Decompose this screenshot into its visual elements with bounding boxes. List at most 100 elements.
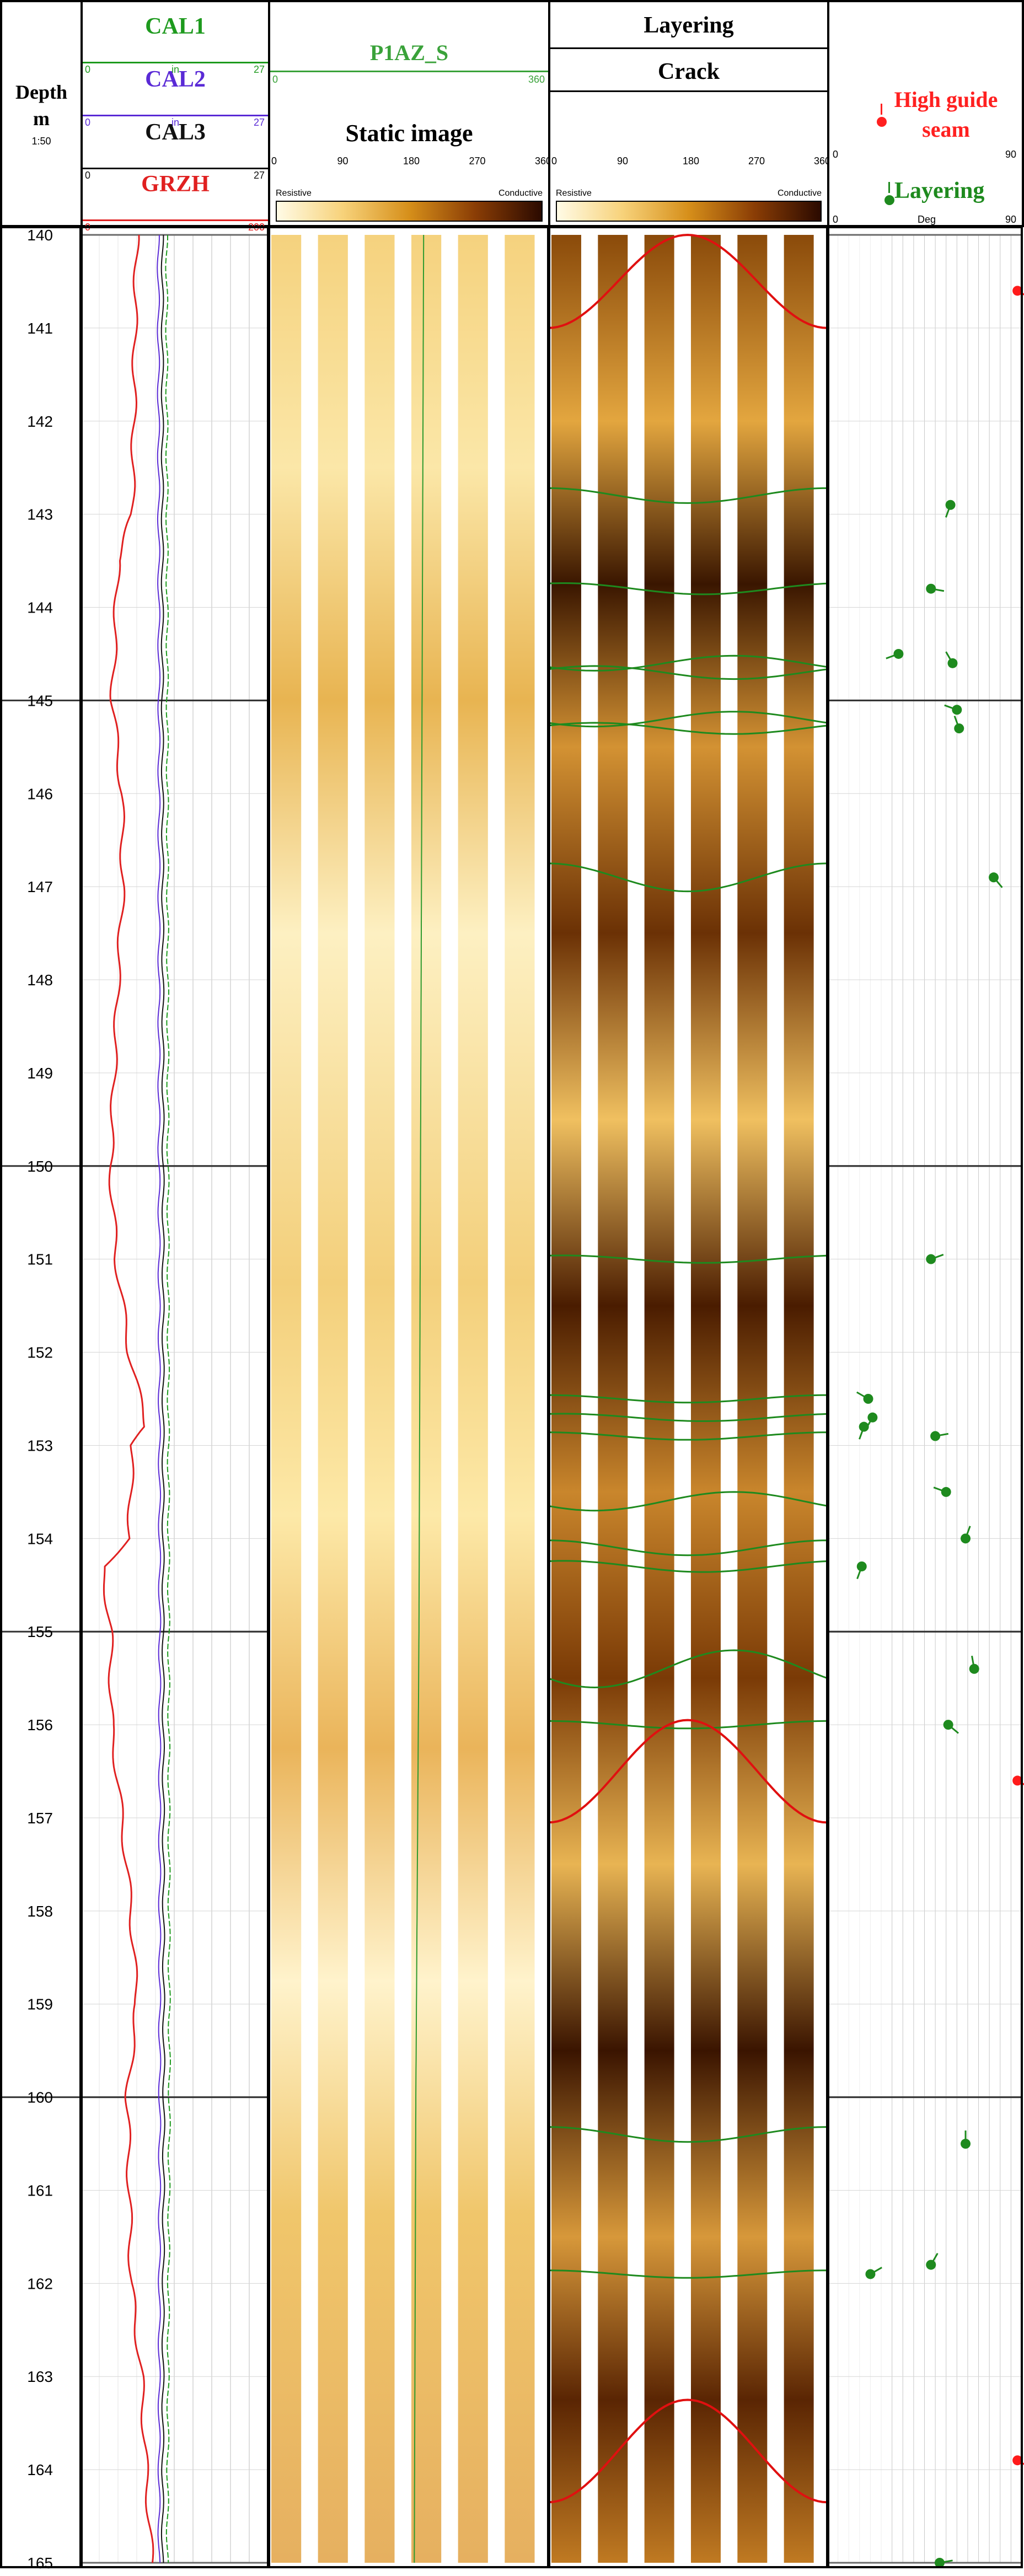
curve-header-cal2: CAL2: [145, 67, 206, 92]
curve-header-unit: in: [171, 64, 179, 75]
scale-label: 0: [271, 155, 277, 167]
seam-title: High guide seam: [894, 87, 998, 142]
seam-scale-max: 90: [1005, 149, 1016, 160]
depth-tick-label: 165: [27, 2554, 53, 2572]
depth-tick-label: 161: [27, 2182, 53, 2199]
static-curve-line: [270, 71, 548, 72]
curve-header-max: 27: [253, 170, 265, 181]
seam-scale-min: 0: [833, 149, 839, 160]
curve-header-unit: in: [171, 117, 179, 128]
crack-sinusoid: [548, 1719, 828, 1824]
crack-sinusoid: [548, 2398, 828, 2504]
depth-tick-label: 146: [27, 785, 53, 802]
curves-header: CAL1 0 in 27 CAL2 0 in 27 CAL3 0 27 GRZH 0 200: [81, 0, 268, 233]
depth-tick-label: 162: [27, 2275, 53, 2292]
crack-title: Crack: [658, 59, 720, 84]
dynamic-image-stripe: [784, 235, 814, 2563]
dynamic-image-stripe: [644, 235, 674, 2563]
curve-header-line: [83, 168, 268, 169]
depth-tick-label: 142: [27, 413, 53, 430]
layer-scale-max: 90: [1005, 214, 1016, 225]
layering-sinusoid: [548, 1539, 828, 1557]
depth-tick-label: 158: [27, 1903, 53, 1920]
p1az-s-curve: [414, 235, 425, 2563]
layering-dip-tadpole: [926, 2260, 936, 2270]
depth-tick-label: 157: [27, 1810, 53, 1827]
depth-tick-label: 155: [27, 1623, 53, 1640]
static-curve-max: 360: [528, 74, 545, 85]
layering-sinusoid: [548, 862, 828, 893]
layering-dip-tadpole: [859, 1421, 869, 1432]
scale-label: 270: [469, 155, 486, 167]
layering-dip-tadpole: [856, 1561, 867, 1571]
layering-dip-tadpole: [989, 872, 999, 883]
curve-header-max: 27: [253, 117, 265, 128]
depth-scale: 1:50: [31, 136, 51, 147]
depth-tick-label: 150: [27, 1158, 53, 1175]
curve-header-grzh: GRZH: [141, 171, 210, 197]
depth-tick-label: 149: [27, 1065, 53, 1082]
scale-label: 270: [748, 155, 765, 167]
depth-tick-label: 143: [27, 506, 53, 523]
dynamic-image-stripe: [551, 235, 581, 2563]
layering-dip-tadpole: [969, 1663, 979, 1674]
layer-title: Layering: [894, 178, 985, 203]
layering-dip-tadpole: [934, 2558, 945, 2568]
depth-unit: m: [33, 108, 50, 130]
layering-dip-tadpole: [926, 1254, 936, 1264]
depth-tick-label: 152: [27, 1344, 53, 1361]
static-title: Static image: [345, 120, 473, 147]
layering-dip-tadpole: [945, 500, 956, 510]
layering-sinusoid: [548, 487, 827, 504]
layering-sinusoid: [548, 1394, 828, 1404]
depth-tick-label: 141: [27, 320, 53, 337]
dynamic-header: Layering Crack 0 90 180 270 360 Resistive Co…: [548, 0, 830, 227]
static-image-stripe: [364, 235, 395, 2563]
seam-dip-tadpole: [1012, 2455, 1023, 2466]
layering-dip-tadpole: [941, 1486, 951, 1497]
static-image-stripe: [505, 235, 535, 2563]
layering-dip-tadpole: [954, 723, 964, 734]
layering-dip-tadpole: [961, 2139, 971, 2149]
layer-scale-unit: Deg: [918, 214, 936, 225]
layering-sinusoid: [548, 1720, 828, 1730]
layering-sinusoid: [548, 665, 828, 680]
curve-cal1: [165, 235, 171, 2563]
scale-label: 180: [403, 155, 420, 167]
curve-header-cal1: CAL1: [145, 14, 206, 39]
depth-tick-label: 159: [27, 1996, 53, 2013]
track-border: [827, 226, 1023, 2568]
scale-label: 90: [617, 155, 629, 167]
depth-tick-label: 148: [27, 972, 53, 989]
depth-tick-label: 154: [27, 1530, 53, 1547]
layering-sinusoid: [548, 1560, 828, 1573]
layering-dip-tadpole: [865, 2269, 876, 2279]
depth-title: Depth: [15, 81, 67, 103]
dynamic-color-bar: [556, 201, 822, 222]
scale-label: 360: [535, 155, 552, 167]
static-color-bar: [276, 201, 543, 222]
layering-dip-tadpole: [926, 583, 936, 594]
static-curve-name: P1AZ_S: [369, 40, 449, 65]
curve-header-line: [83, 62, 268, 63]
depth-tick-label: 153: [27, 1437, 53, 1454]
static-image-stripe: [271, 235, 302, 2563]
curve-header-min: 0: [85, 117, 91, 128]
depth-tick-label: 156: [27, 1716, 53, 1734]
seam-dip-tadpole: [1012, 1775, 1023, 1786]
layering-dip-tadpole: [961, 1533, 971, 1544]
layering-sinusoid: [548, 654, 828, 672]
curve-cal3: [160, 235, 165, 2563]
layering-sinusoid: [548, 1254, 828, 1264]
layering-dip-tadpole: [947, 658, 958, 668]
layering-sinusoid: [548, 2126, 828, 2143]
seam-dip-tadpole: [1012, 286, 1023, 296]
layering-dip-tadpole: [863, 1394, 873, 1404]
layering-sinusoid: [548, 1649, 828, 1689]
depth-tick-label: 163: [27, 2368, 53, 2385]
scale-label: 180: [683, 155, 700, 167]
depth-tick-label: 147: [27, 878, 53, 895]
depth-header: Depth m 1:50: [0, 0, 81, 227]
layering-sinusoid: [548, 1491, 828, 1512]
